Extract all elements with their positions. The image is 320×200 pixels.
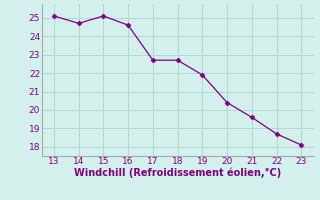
X-axis label: Windchill (Refroidissement éolien,°C): Windchill (Refroidissement éolien,°C) [74,168,281,178]
